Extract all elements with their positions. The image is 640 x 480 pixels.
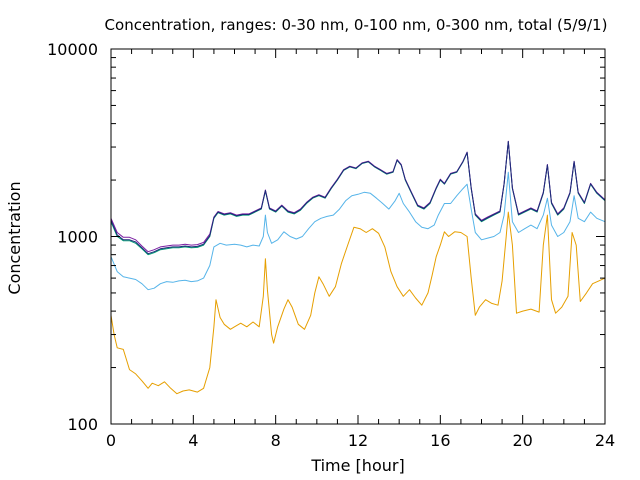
x-tick-label: 8: [271, 431, 281, 450]
series-line-4: [110, 140, 606, 253]
x-tick-label: 24: [595, 431, 615, 450]
series-line-2: [110, 171, 606, 291]
series-line-1: [110, 211, 606, 395]
plot-frame: [110, 48, 606, 425]
x-tick-label: 4: [188, 431, 198, 450]
y-tick-label: 10000: [47, 40, 98, 59]
series-line-3: [110, 141, 606, 256]
y-tick-label: 1000: [57, 228, 98, 247]
y-axis-title: Concentration: [5, 181, 24, 294]
x-tick-label: 20: [512, 431, 532, 450]
series-line-5: [110, 141, 606, 255]
x-tick-label: 16: [430, 431, 450, 450]
series-layer: [110, 140, 606, 395]
tick-layer: 0 4 8 12 16 20 24 100 1000 10000: [47, 40, 615, 450]
chart-title: Concentration, ranges: 0-30 nm, 0-100 nm…: [105, 16, 608, 34]
y-tick-label: 100: [67, 415, 98, 434]
x-axis-title: Time [hour]: [310, 456, 404, 475]
x-tick-label: 12: [348, 431, 368, 450]
x-tick-label: 0: [106, 431, 116, 450]
